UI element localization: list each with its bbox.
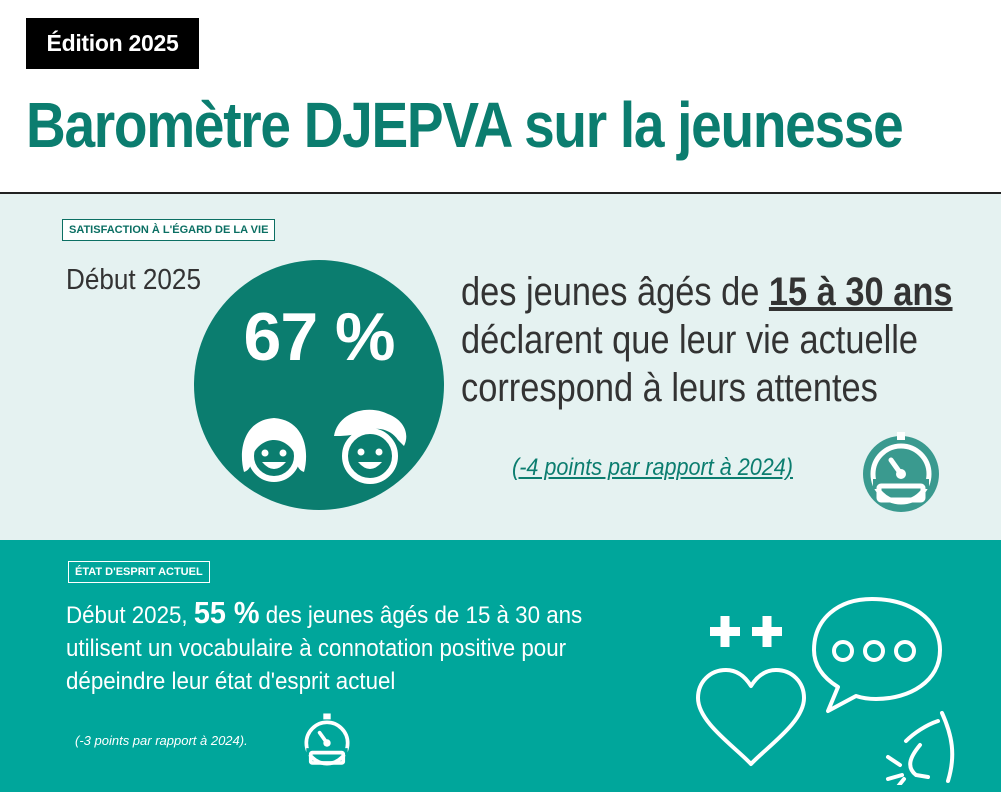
satisfaction-circle: 67 %: [194, 260, 444, 510]
girl-face-icon: [241, 418, 307, 482]
speech-bubble-icon: [812, 597, 955, 785]
edition-badge: Édition 2025: [26, 18, 199, 69]
state-of-mind-tag: ÉTAT D'ESPRIT ACTUEL: [68, 561, 210, 583]
state-of-mind-comparison: (-3 points par rapport à 2024).: [75, 733, 248, 748]
age-range: 15 à 30 ans: [768, 270, 953, 314]
satisfaction-percentage: 67 %: [243, 299, 396, 375]
state-of-mind-section: ÉTAT D'ESPRIT ACTUEL Début 2025, 55 % de…: [0, 540, 1001, 792]
satisfaction-period: Début 2025: [66, 264, 201, 296]
satisfaction-section: SATISFACTION À L'ÉGARD DE LA VIE Début 2…: [0, 194, 1001, 540]
boy-face-icon: [334, 409, 407, 484]
state-of-mind-description: Début 2025, 55 % des jeunes âgés de 15 à…: [66, 595, 583, 695]
satisfaction-tag: SATISFACTION À L'ÉGARD DE LA VIE: [62, 219, 276, 241]
satisfaction-description: des jeunes âgés de 15 à 30 ans déclarent…: [461, 270, 953, 410]
satisfaction-comparison-link[interactable]: (-4 points par rapport à 2024): [512, 454, 793, 481]
gauge-icon: [863, 432, 939, 512]
plus-plus-heart-icon: [696, 616, 806, 766]
page-title: Baromètre DJEPVA sur la jeunesse: [26, 89, 904, 161]
state-of-mind-percentage: 55 %: [193, 595, 260, 630]
title-divider: [0, 192, 1001, 194]
gauge-icon: [304, 713, 350, 766]
